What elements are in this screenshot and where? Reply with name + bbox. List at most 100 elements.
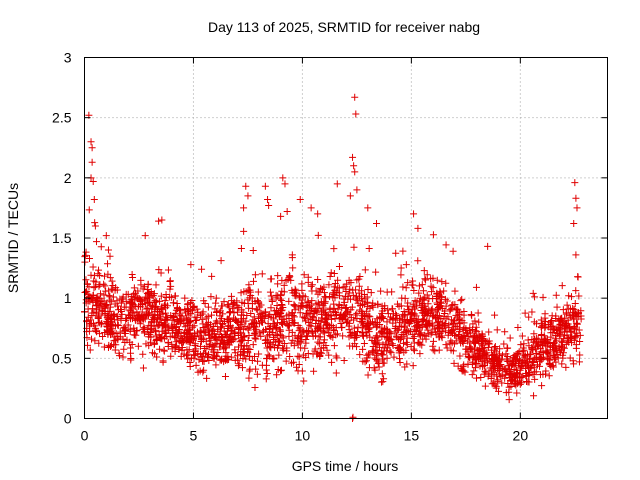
data-point [106, 293, 114, 301]
data-point [358, 287, 366, 295]
data-point [502, 389, 510, 397]
data-point [437, 332, 445, 340]
data-point [218, 323, 226, 331]
data-point [419, 287, 427, 295]
data-point [315, 333, 323, 341]
data-point [460, 311, 468, 319]
data-point [491, 342, 499, 350]
data-point [223, 331, 231, 339]
data-point [415, 282, 423, 290]
data-point [415, 298, 423, 306]
data-point [456, 352, 464, 360]
data-point [144, 288, 152, 296]
data-point [442, 341, 450, 349]
data-point [289, 336, 297, 344]
data-point [320, 289, 328, 297]
data-point [426, 310, 434, 318]
data-point [198, 265, 206, 273]
data-point [335, 315, 343, 323]
data-point [156, 345, 164, 353]
data-point [92, 238, 100, 246]
data-point [472, 374, 480, 382]
data-point [191, 340, 199, 348]
data-point [512, 351, 520, 359]
data-point [90, 272, 98, 280]
data-point [428, 306, 436, 314]
data-point [84, 305, 92, 313]
data-point [227, 292, 235, 300]
data-point [420, 311, 428, 319]
data-point [120, 345, 128, 353]
data-point [576, 337, 584, 345]
data-point [302, 339, 310, 347]
data-point [235, 324, 243, 332]
data-point [314, 210, 322, 218]
data-point [82, 288, 90, 296]
data-points [81, 93, 585, 422]
data-point [134, 295, 142, 303]
data-point [95, 339, 103, 347]
data-point [288, 309, 296, 317]
data-point [275, 313, 283, 321]
data-point [362, 322, 370, 330]
data-point [302, 332, 310, 340]
data-point [249, 246, 257, 254]
data-point [301, 344, 309, 352]
data-point [422, 307, 430, 315]
data-point [360, 291, 368, 299]
data-point [212, 361, 220, 369]
data-point [300, 377, 308, 385]
data-point [125, 312, 133, 320]
data-point [103, 301, 111, 309]
data-point [107, 312, 115, 320]
data-point [326, 304, 334, 312]
data-point [292, 289, 300, 297]
data-point [384, 344, 392, 352]
data-point [237, 330, 245, 338]
data-point [298, 280, 306, 288]
data-point [572, 333, 580, 341]
data-point [290, 301, 298, 309]
data-point [334, 276, 342, 284]
data-point [106, 274, 114, 282]
data-point [402, 284, 410, 292]
data-point [187, 336, 195, 344]
data-point [106, 325, 114, 333]
data-point [164, 339, 172, 347]
data-point [238, 364, 246, 372]
data-point [573, 332, 581, 340]
data-point [264, 351, 272, 359]
data-point [194, 328, 202, 336]
data-point [101, 328, 109, 336]
data-point [258, 270, 266, 278]
data-point [364, 371, 372, 379]
data-point [451, 287, 459, 295]
data-point [521, 309, 529, 317]
data-point [110, 333, 118, 341]
data-point [411, 323, 419, 331]
data-point [525, 371, 533, 379]
data-point [330, 290, 338, 298]
data-point [122, 297, 130, 305]
data-point [519, 344, 527, 352]
data-point [219, 340, 227, 348]
data-point [298, 367, 306, 375]
data-point [308, 304, 316, 312]
data-point [364, 321, 372, 329]
data-point [389, 305, 397, 313]
data-point [483, 359, 491, 367]
data-point [315, 340, 323, 348]
data-point [91, 283, 99, 291]
data-point [262, 326, 270, 334]
data-point [423, 322, 431, 330]
data-point [261, 312, 269, 320]
data-point [423, 271, 431, 279]
data-point [172, 306, 180, 314]
data-point [471, 339, 479, 347]
data-point [240, 227, 248, 235]
data-point [130, 327, 138, 335]
data-point [109, 321, 117, 329]
data-point [523, 362, 531, 370]
data-point [275, 341, 283, 349]
x-tick-label: 5 [190, 428, 198, 444]
